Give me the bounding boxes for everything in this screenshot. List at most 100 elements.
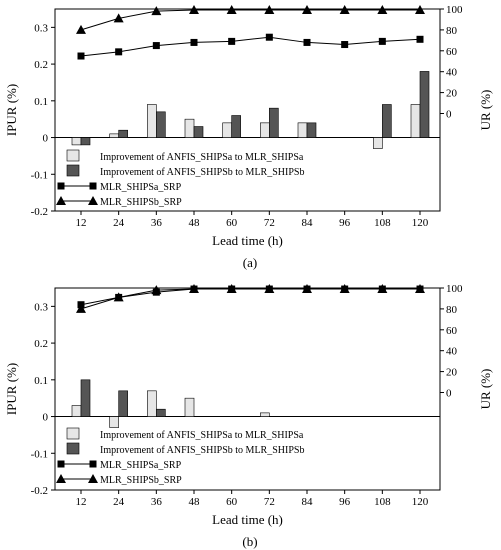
bar-improvement-a	[147, 390, 157, 417]
point-mlr-shipsb-srp	[76, 303, 86, 313]
bar-improvement-b	[80, 379, 91, 417]
point-mlr-shipsa-srp	[228, 37, 236, 45]
x-tick-label: 12	[76, 217, 87, 229]
point-mlr-shipsa-srp	[115, 48, 123, 56]
legend-label: MLR_SHIPSb_SRP	[100, 197, 182, 208]
point-mlr-shipsb-srp	[339, 5, 350, 15]
bar-improvement-a	[71, 137, 82, 146]
legend-label: MLR_SHIPSa_SRP	[100, 182, 182, 193]
bar-improvement-a	[260, 122, 270, 138]
y-tick-label: 0	[43, 412, 49, 424]
bar-improvement-b	[80, 137, 91, 146]
x-tick-label: 36	[151, 496, 163, 508]
point-mlr-shipsb-srp	[76, 24, 86, 34]
y2-tick-label: 20	[446, 367, 458, 379]
x-tick-label: 36	[151, 217, 163, 229]
x-tick-label: 12	[76, 496, 87, 508]
x-tick-label: 96	[339, 496, 351, 508]
bar-improvement-b	[382, 104, 392, 138]
chart-panel-a: -0.2 -0.1 0 0.1 0.2 0.3 0 20 40 60 80 100 12 24 36 48 60…	[4, 4, 493, 270]
point-mlr-shipsb-srp	[151, 285, 162, 295]
legend-swatch	[66, 149, 80, 162]
point-mlr-shipsa-srp	[77, 52, 85, 60]
legend-marker	[57, 460, 65, 468]
point-mlr-shipsa-srp	[303, 38, 311, 46]
point-mlr-shipsb-srp	[415, 284, 425, 294]
chart-panel-b: -0.2 -0.1 0 0.1 0.2 0.3 0 20 40 60 80 100 12 24 36 48 60…	[4, 283, 493, 549]
bar-improvement-a	[222, 122, 232, 138]
legend-marker	[89, 182, 97, 190]
line-mlr-shipsa-srp	[80, 288, 420, 306]
y-tick-label: -0.2	[31, 485, 48, 497]
point-mlr-shipsb-srp	[264, 5, 275, 15]
y-tick-label: -0.1	[31, 448, 48, 460]
x-tick-label: 120	[412, 496, 429, 508]
x-tick-label: 24	[113, 496, 125, 508]
point-mlr-shipsb-srp	[151, 6, 162, 16]
legend-marker	[57, 182, 65, 190]
point-mlr-shipsa-srp	[378, 37, 386, 45]
plot-frame	[54, 287, 441, 491]
bar-improvement-b	[231, 115, 241, 138]
legend-swatch	[66, 442, 80, 455]
bar-improvement-b	[306, 122, 317, 138]
y2-tick-label: 60	[446, 325, 458, 337]
x-tick-label: 84	[302, 217, 314, 229]
bar-improvement-b	[193, 126, 204, 138]
y2-tick-label: 40	[446, 346, 458, 358]
bar-improvement-b	[156, 111, 166, 138]
plot-frame	[54, 8, 441, 212]
x-tick-label: 48	[189, 217, 201, 229]
y2-axis-title: UR (%)	[478, 369, 493, 410]
point-mlr-shipsa-srp	[152, 42, 160, 50]
y-tick-label: 0.2	[34, 338, 48, 350]
point-mlr-shipsa-srp	[341, 41, 349, 49]
legend-label: Improvement of ANFIS_SHIPSa to MLR_SHIPS…	[100, 152, 304, 163]
point-mlr-shipsb-srp	[415, 5, 425, 15]
bar-improvement-b	[419, 71, 430, 138]
panel-caption: (b)	[242, 534, 257, 549]
legend-marker	[89, 460, 97, 468]
point-mlr-shipsb-srp	[189, 5, 199, 15]
legend: Improvement of ANFIS_SHIPSa to MLR_SHIPS…	[56, 427, 304, 486]
y2-tick-label: 0	[446, 387, 452, 399]
y2-tick-label: 60	[446, 46, 458, 58]
x-tick-label: 108	[374, 217, 391, 229]
legend-label: MLR_SHIPSa_SRP	[100, 460, 182, 471]
x-tick-label: 72	[264, 217, 275, 229]
legend-swatch	[66, 164, 80, 177]
bar-improvement-b	[156, 408, 166, 417]
y2-tick-label: 100	[446, 283, 463, 295]
y2-tick-label: 80	[446, 304, 458, 316]
point-mlr-shipsb-srp	[189, 284, 199, 294]
bar-improvement-a	[297, 122, 308, 138]
y2-tick-label: 40	[446, 67, 458, 79]
bar-improvement-a	[71, 405, 82, 417]
x-tick-label: 72	[264, 496, 275, 508]
point-mlr-shipsb-srp	[302, 284, 312, 294]
line-mlr-shipsb-srp	[80, 9, 420, 31]
legend-label: Improvement of ANFIS_SHIPSb to MLR_SHIPS…	[100, 445, 304, 456]
point-mlr-shipsb-srp	[339, 284, 350, 294]
legend-marker	[56, 196, 66, 205]
y-tick-label: 0	[43, 133, 49, 145]
x-tick-label: 24	[113, 217, 125, 229]
bar-improvement-a	[373, 137, 383, 149]
y-tick-label: 0.1	[34, 375, 48, 387]
bar-improvement-b	[269, 107, 279, 138]
x-tick-label: 60	[226, 496, 238, 508]
point-mlr-shipsb-srp	[113, 292, 124, 302]
point-mlr-shipsb-srp	[377, 5, 388, 15]
point-mlr-shipsb-srp	[302, 5, 312, 15]
y2-tick-label: 0	[446, 108, 452, 120]
legend-swatch	[66, 427, 80, 440]
point-mlr-shipsb-srp	[264, 284, 275, 294]
x-tick-label: 84	[302, 496, 314, 508]
y-tick-label: -0.1	[31, 169, 48, 181]
point-mlr-shipsa-srp	[190, 38, 198, 46]
x-axis-title: Lead time (h)	[212, 233, 283, 248]
y2-tick-label: 20	[446, 88, 458, 100]
legend-label: MLR_SHIPSb_SRP	[100, 475, 182, 486]
x-tick-label: 60	[226, 217, 238, 229]
